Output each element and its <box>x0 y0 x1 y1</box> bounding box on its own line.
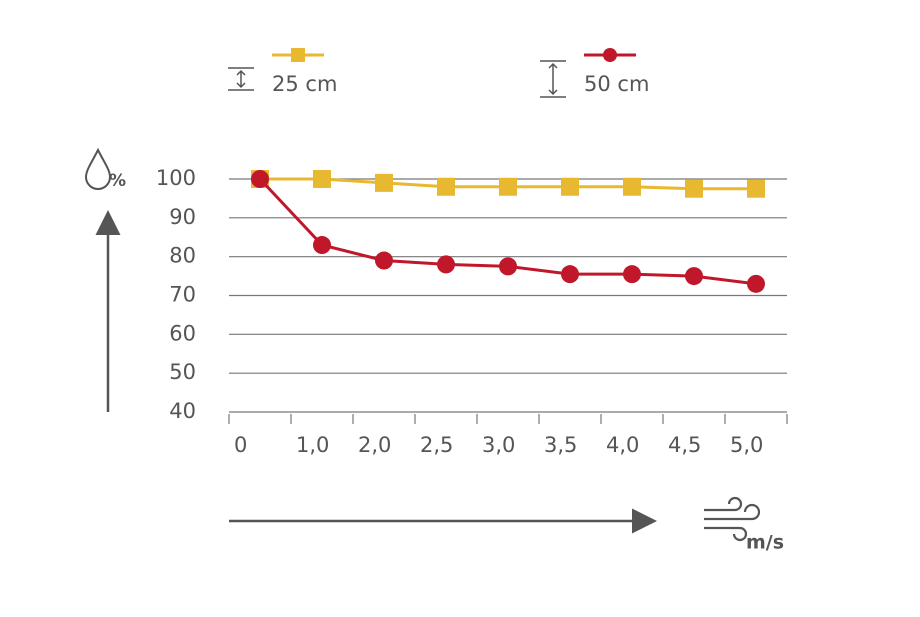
y-tick-label: 80 <box>169 244 196 268</box>
y-tick-label: 50 <box>169 360 196 384</box>
point <box>685 267 703 286</box>
point <box>561 177 579 196</box>
height-icon <box>548 62 558 96</box>
y-unit: % <box>109 171 126 191</box>
x-tick-label: 4,5 <box>668 433 701 457</box>
wind-icon <box>704 496 761 542</box>
legend-marker <box>603 48 617 62</box>
point <box>623 265 641 284</box>
x-tick-label: 5,0 <box>730 433 763 457</box>
point <box>499 257 517 276</box>
drop-icon <box>84 147 112 190</box>
y-tick-label: 60 <box>169 321 196 345</box>
point <box>313 170 331 188</box>
x-tick-label: 2,0 <box>358 433 391 457</box>
y-tick-label: 40 <box>169 399 196 423</box>
y-tick-label: 70 <box>169 283 196 307</box>
point <box>623 177 641 196</box>
point <box>747 274 765 293</box>
y-tick-label: 100 <box>156 166 196 190</box>
point <box>437 255 455 274</box>
point <box>313 236 331 255</box>
point <box>375 251 393 270</box>
point <box>437 177 455 196</box>
x-tick-label: 3,5 <box>544 433 577 457</box>
point <box>375 173 393 192</box>
x-tick-label: 1,0 <box>296 433 329 457</box>
x-tick-label: 0 <box>234 433 247 457</box>
x-tick-label: 4,0 <box>606 433 639 457</box>
point <box>251 170 269 188</box>
legend-label: 25 cm <box>272 72 337 96</box>
x-unit: m/s <box>746 532 784 554</box>
height-icon <box>236 69 246 89</box>
legend-label: 50 cm <box>584 72 649 96</box>
x-tick-label: 3,0 <box>482 433 515 457</box>
y-tick-label: 90 <box>169 205 196 229</box>
point <box>499 177 517 196</box>
legend: 25 cm 50 cm <box>228 48 649 98</box>
x-tick-label: 2,5 <box>420 433 453 457</box>
point <box>561 265 579 284</box>
point <box>685 179 703 198</box>
point <box>747 179 765 198</box>
legend-marker <box>291 48 305 62</box>
